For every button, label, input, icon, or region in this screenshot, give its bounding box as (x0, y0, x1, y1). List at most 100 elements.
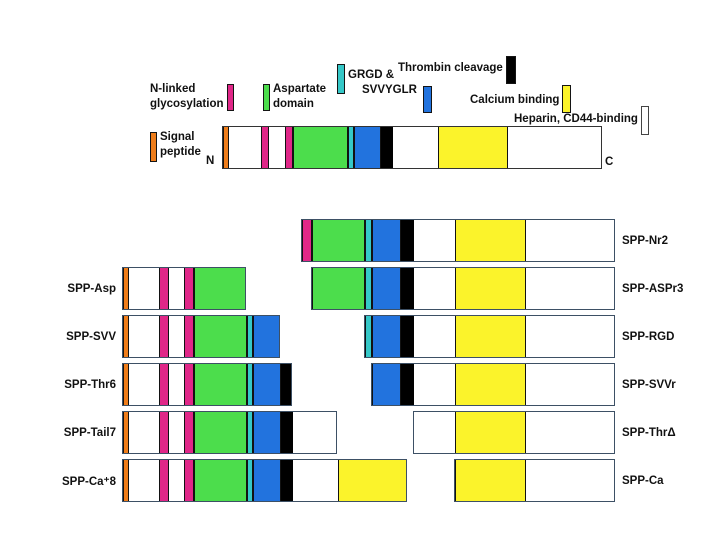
segment-white (508, 127, 601, 168)
legend-grgd-line2: SVVYGLR (362, 84, 417, 96)
nglyc-swatch-icon (226, 84, 234, 111)
legend-signal-label: Signal peptide (160, 130, 201, 162)
segment-nglyc (184, 268, 194, 309)
construct-label-spp-ca-plus-8: SPP-Ca⁺8 (61, 475, 116, 488)
segment-thrombin (281, 364, 291, 405)
calcium-swatch-icon (562, 85, 572, 113)
segment-signal (123, 364, 129, 405)
construct-label-spp-aspr3: SPP-ASPr3 (622, 282, 684, 295)
segment-svvyglr (253, 316, 279, 357)
segment-svvyglr (253, 460, 281, 501)
legend-thrombin: Thrombin cleavage (398, 56, 516, 84)
segment-calcium (455, 460, 526, 501)
segment-white (129, 268, 159, 309)
segment-thrombin (281, 460, 293, 501)
legend-aspartate-line2: domain (273, 98, 314, 110)
legend-nglyc: N-linked glycosylation (150, 82, 234, 112)
legend-calcium: Calcium binding (470, 85, 572, 113)
legend-grgd-line1: GRGD & (348, 69, 394, 81)
segment-white (526, 220, 614, 261)
segment-nglyc (159, 460, 169, 501)
segment-nglyc (285, 127, 293, 168)
segment-white (169, 364, 184, 405)
construct-bar-spp-thr-delta (413, 411, 615, 454)
segment-white (414, 412, 455, 453)
segment-nglyc (159, 412, 169, 453)
segment-white (229, 127, 261, 168)
segment-signal (223, 127, 229, 168)
construct-bar-spp-aspr3 (311, 267, 615, 310)
segment-signal (123, 268, 129, 309)
segment-white (169, 316, 184, 357)
segment-nglyc (159, 364, 169, 405)
segment-svvyglr (372, 364, 401, 405)
segment-white (129, 364, 159, 405)
segment-asp (312, 220, 365, 261)
segment-white (526, 316, 614, 357)
segment-white (414, 268, 455, 309)
segment-svvyglr (253, 412, 281, 453)
segment-thrombin (401, 220, 414, 261)
segment-nglyc (159, 316, 169, 357)
segment-white (414, 220, 455, 261)
n-terminus-label: N (206, 155, 215, 167)
construct-label-spp-thr6: SPP-Thr6 (64, 378, 116, 391)
segment-thrombin (401, 364, 414, 405)
aspartate-swatch-icon (263, 84, 270, 111)
segment-calcium (338, 460, 406, 501)
segment-grgd (365, 268, 372, 309)
legend-nglyc-line2: glycosylation (150, 98, 224, 110)
construct-label-spp-rgd: SPP-RGD (622, 330, 675, 343)
segment-asp (312, 268, 365, 309)
full-length-protein-bar (222, 126, 602, 169)
thrombin-swatch-icon (505, 56, 516, 84)
segment-white (129, 460, 159, 501)
segment-white (526, 460, 614, 501)
segment-grgd (365, 316, 372, 357)
segment-thrombin (381, 127, 393, 168)
svvyglr-swatch-icon (423, 86, 432, 113)
segment-white (129, 316, 159, 357)
legend-aspartate-line1: Aspartate (273, 83, 327, 95)
segment-white (393, 127, 438, 168)
segment-nglyc (159, 268, 169, 309)
segment-white (169, 412, 184, 453)
segment-calcium (438, 127, 508, 168)
construct-bar-spp-nr2 (301, 219, 615, 262)
segment-signal (123, 460, 129, 501)
segment-nglyc (184, 364, 194, 405)
segment-svvyglr (372, 268, 401, 309)
segment-signal (123, 412, 129, 453)
segment-white (526, 268, 614, 309)
segment-nglyc (184, 412, 194, 453)
legend-nglyc-label: N-linked glycosylation (150, 82, 224, 112)
segment-nglyc (184, 460, 194, 501)
segment-asp (194, 268, 245, 309)
segment-white (293, 460, 338, 501)
segment-nglyc (184, 316, 194, 357)
construct-label-spp-svvr: SPP-SVVr (622, 378, 676, 391)
segment-white (169, 268, 184, 309)
segment-white (526, 412, 614, 453)
segment-white (269, 127, 285, 168)
construct-label-spp-ca: SPP-Ca (622, 474, 664, 487)
signal-swatch-icon (150, 132, 157, 162)
segment-calcium (455, 268, 526, 309)
construct-label-spp-thr-delta: SPP-ThrΔ (622, 426, 676, 439)
construct-bar-spp-tail7 (122, 411, 337, 454)
segment-grgd (348, 127, 354, 168)
segment-svvyglr (253, 364, 281, 405)
segment-signal (123, 316, 129, 357)
construct-bar-spp-rgd (364, 315, 615, 358)
segment-grgd (247, 460, 253, 501)
segment-white (526, 364, 614, 405)
segment-white (414, 316, 455, 357)
construct-label-spp-tail7: SPP-Tail7 (63, 426, 116, 439)
legend-heparin-label: Heparin, CD44-binding (514, 113, 638, 125)
segment-white (293, 412, 336, 453)
legend-signal-line1: Signal (160, 131, 195, 143)
segment-asp (194, 364, 247, 405)
legend-signal: Signal peptide (150, 130, 201, 162)
segment-grgd (247, 316, 253, 357)
